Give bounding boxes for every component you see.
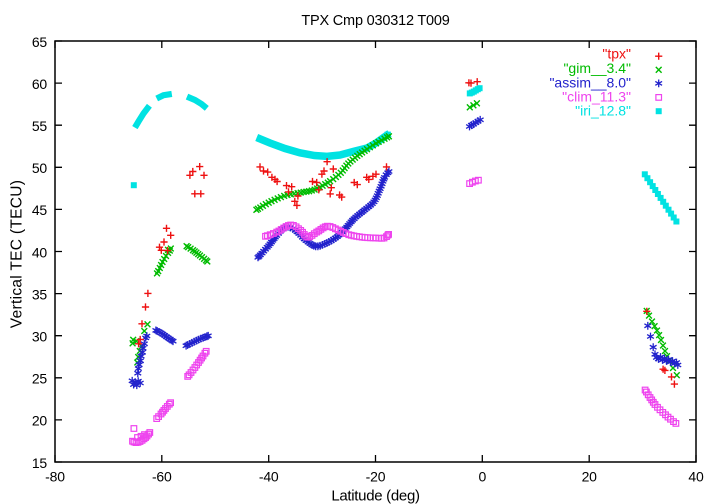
svg-text:40: 40 xyxy=(688,469,704,485)
svg-text:45: 45 xyxy=(32,202,48,218)
svg-text:20: 20 xyxy=(582,469,598,485)
svg-text:"assim__8.0": "assim__8.0" xyxy=(549,75,631,91)
svg-text:Latitude (deg): Latitude (deg) xyxy=(331,488,420,504)
svg-text:-80: -80 xyxy=(45,469,65,485)
svg-text:15: 15 xyxy=(32,455,48,471)
svg-text:50: 50 xyxy=(32,160,48,176)
svg-text:"iri_12.8": "iri_12.8" xyxy=(575,103,631,119)
svg-text:-40: -40 xyxy=(259,469,279,485)
svg-text:60: 60 xyxy=(32,76,48,92)
svg-text:"tpx": "tpx" xyxy=(602,46,631,62)
svg-text:40: 40 xyxy=(32,244,48,260)
svg-text:-20: -20 xyxy=(366,469,386,485)
svg-text:30: 30 xyxy=(32,329,48,345)
svg-text:65: 65 xyxy=(32,34,48,50)
svg-text:35: 35 xyxy=(32,286,48,302)
svg-text:Vertical TEC (TECU): Vertical TEC (TECU) xyxy=(9,180,26,328)
svg-text:"clim_11.3": "clim_11.3" xyxy=(562,89,631,105)
svg-text:TPX Cmp 030312 T009: TPX Cmp 030312 T009 xyxy=(301,13,449,29)
svg-text:0: 0 xyxy=(479,469,487,485)
svg-text:-60: -60 xyxy=(152,469,172,485)
svg-text:55: 55 xyxy=(32,118,48,134)
svg-text:25: 25 xyxy=(32,371,48,387)
svg-text:"gim__3.4": "gim__3.4" xyxy=(563,60,631,76)
svg-text:20: 20 xyxy=(32,413,48,429)
